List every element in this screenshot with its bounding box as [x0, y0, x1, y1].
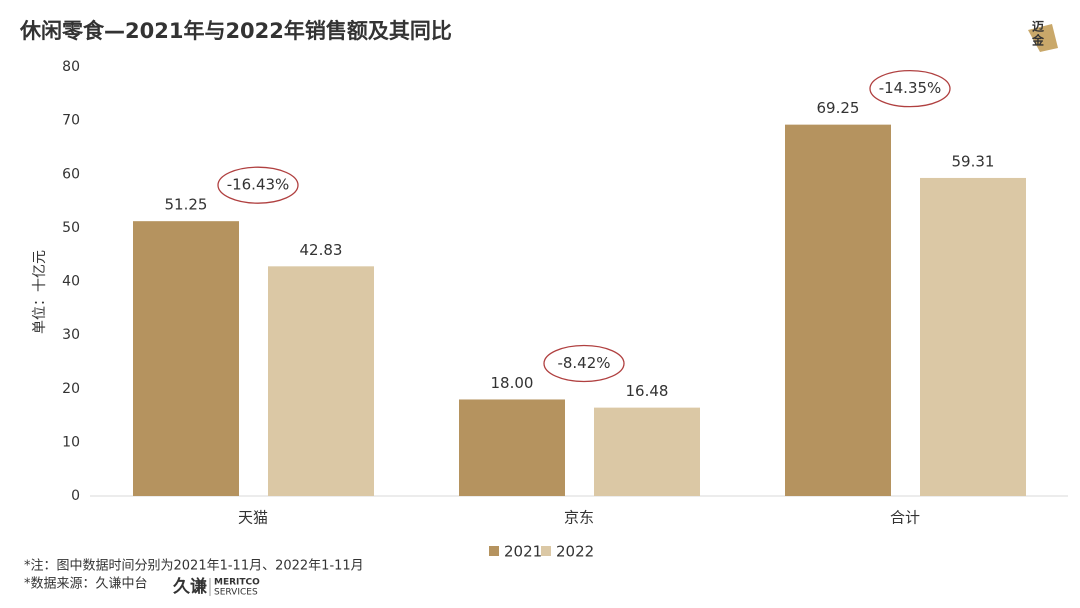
bar — [459, 399, 565, 496]
y-tick-label: 70 — [62, 113, 80, 129]
value-label: 59.31 — [952, 152, 995, 170]
value-label: 16.48 — [626, 382, 669, 400]
annotation-circle — [543, 344, 625, 383]
bar — [785, 124, 891, 496]
y-axis-label: 单位：十亿元 — [32, 250, 48, 334]
value-label: 51.25 — [165, 196, 208, 214]
logo-text: 迈 — [1032, 20, 1044, 34]
bar — [268, 266, 374, 496]
footnote: *注：图中数据时间分别为2021年1-11月、2022年1-11月 — [24, 559, 364, 574]
footnote: *数据来源：久谦中台 — [24, 577, 148, 592]
chart-title: 休闲零食—2021年与2022年销售额及其同比 — [19, 19, 452, 43]
logo-en: SERVICES — [214, 588, 258, 598]
corner-logo: 迈 金 — [1028, 20, 1058, 52]
y-tick-label: 40 — [62, 274, 80, 290]
y-tick-label: 30 — [62, 327, 80, 343]
y-tick-label: 10 — [62, 434, 80, 450]
y-tick-label: 0 — [71, 488, 80, 504]
y-tick-label: 60 — [62, 166, 80, 182]
annotation: -16.43% — [227, 176, 290, 194]
x-tick-label: 京东 — [564, 509, 594, 527]
x-tick-label: 合计 — [890, 509, 920, 527]
legend-swatch — [541, 546, 551, 556]
bar — [594, 407, 700, 496]
y-tick-label: 50 — [62, 220, 80, 236]
y-tick-label: 80 — [62, 59, 80, 75]
legend-swatch — [489, 546, 499, 556]
legend-label: 2022 — [556, 543, 594, 561]
bar — [920, 177, 1026, 496]
y-tick-label: 20 — [62, 381, 80, 397]
logo-en: MERITCO — [214, 578, 260, 588]
legend-label: 2021 — [504, 543, 542, 561]
annotation: -14.35% — [879, 79, 942, 97]
logo-shape — [1028, 24, 1058, 52]
value-label: 69.25 — [817, 99, 860, 117]
logo-text: 金 — [1031, 33, 1045, 48]
value-label: 18.00 — [491, 374, 534, 392]
x-tick-label: 天猫 — [238, 509, 268, 527]
annotation-circle — [217, 166, 299, 204]
annotation-circle — [869, 69, 951, 108]
value-label: 42.83 — [300, 241, 343, 259]
logo-cn: 久谦 — [173, 576, 207, 597]
bar — [133, 221, 239, 496]
annotation: -8.42% — [557, 354, 610, 372]
